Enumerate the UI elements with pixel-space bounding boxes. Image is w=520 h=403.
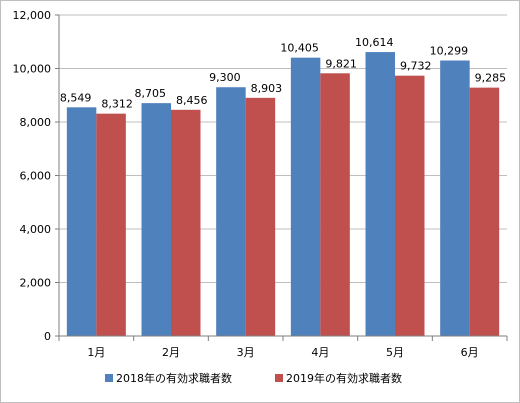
y-tick-label: 0: [44, 330, 51, 343]
bar-2019: [395, 75, 425, 336]
y-tick-label: 4,000: [20, 223, 52, 236]
data-label: 10,405: [280, 42, 319, 55]
data-label: 8,903: [251, 82, 283, 95]
y-tick-label: 10,000: [13, 63, 52, 76]
x-tick-label: 5月: [386, 346, 404, 359]
data-label: 8,312: [101, 98, 133, 111]
bar-2019: [96, 113, 126, 337]
data-label: 9,300: [209, 71, 241, 84]
bar-2019: [171, 109, 201, 336]
bar-2019: [245, 97, 276, 336]
data-label: 8,705: [135, 87, 167, 100]
x-tick-label: 1月: [87, 346, 105, 359]
data-label: 8,549: [60, 91, 92, 104]
data-label: 10,614: [355, 36, 394, 49]
bar-2018: [141, 103, 171, 336]
data-label: 9,732: [400, 60, 432, 73]
x-tick-label: 2月: [162, 346, 180, 359]
bar-2018: [290, 57, 321, 336]
y-tick-label: 6,000: [20, 170, 52, 183]
bars: [66, 52, 500, 337]
legend-swatch: [105, 374, 113, 382]
x-tick-label: 3月: [237, 346, 255, 359]
bar-2018: [66, 107, 97, 337]
data-label: 8,456: [176, 94, 208, 107]
gridlines: [59, 14, 507, 283]
data-label: 9,821: [325, 57, 357, 70]
data-label: 10,299: [430, 45, 469, 58]
x-tick-label: 4月: [311, 346, 329, 359]
bar-2019: [320, 73, 350, 336]
data-label: 9,285: [475, 72, 507, 85]
x-tick-label: 6月: [461, 346, 479, 359]
bar-2018: [365, 52, 395, 336]
bar-2018: [440, 60, 470, 337]
legend-entry: 2018年の有効求職者数: [116, 371, 232, 385]
legend-entry: 2019年の有効求職者数: [286, 371, 402, 385]
y-tick-label: 12,000: [13, 9, 52, 22]
axes: 0 2,000 4,000 6,000 8,000 10,000 12,000 1月 2月 3月 4…: [13, 9, 508, 359]
bar-2019: [469, 87, 500, 336]
legend-swatch: [275, 374, 283, 382]
y-tick-label: 8,000: [20, 116, 52, 129]
legend: 2018年の有効求職者数 2019年の有効求職者数: [105, 371, 402, 385]
bar-2018: [216, 87, 246, 336]
y-tick-label: 2,000: [20, 277, 52, 290]
